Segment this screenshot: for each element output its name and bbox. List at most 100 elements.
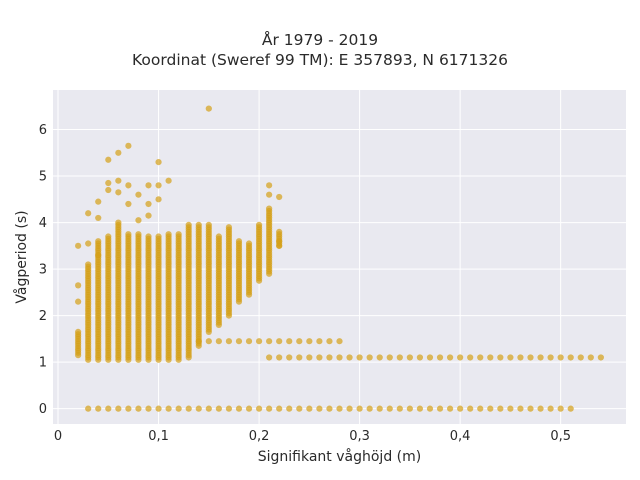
data-markers	[75, 105, 604, 412]
data-point	[376, 354, 383, 361]
data-point	[396, 354, 403, 361]
data-point	[225, 405, 233, 412]
data-point	[376, 405, 383, 412]
data-point	[517, 405, 524, 412]
data-point	[436, 405, 444, 412]
data-point	[175, 231, 182, 238]
data-point	[356, 405, 363, 412]
data-point	[266, 338, 273, 345]
data-point	[487, 405, 494, 412]
data-point	[346, 405, 353, 412]
data-point	[115, 219, 122, 226]
data-point	[155, 159, 162, 166]
data-point	[115, 405, 122, 412]
data-point	[416, 354, 424, 361]
data-point	[517, 354, 524, 361]
data-point	[296, 338, 303, 345]
data-point	[125, 182, 132, 189]
x-tick-label: 0,5	[550, 429, 571, 444]
data-point	[326, 354, 333, 361]
data-point	[155, 233, 162, 240]
y-tick-label: 4	[39, 216, 47, 231]
y-tick-label: 1	[39, 356, 47, 371]
data-point	[75, 242, 82, 249]
data-point	[386, 354, 393, 361]
data-point	[557, 354, 564, 361]
x-tick-label: 0,4	[450, 429, 471, 444]
data-point	[235, 405, 243, 412]
data-point	[406, 354, 413, 361]
data-point	[567, 354, 574, 361]
data-point	[205, 221, 212, 229]
data-point	[205, 105, 212, 112]
data-point	[346, 354, 353, 361]
x-tick-label: 0,3	[349, 429, 370, 444]
data-point	[125, 142, 132, 149]
data-point	[135, 217, 142, 224]
data-point	[125, 231, 132, 238]
data-point	[537, 354, 544, 361]
chart-title-line-1: År 1979 - 2019	[261, 31, 379, 49]
data-point	[316, 338, 323, 345]
data-point	[276, 338, 283, 345]
data-point	[446, 354, 454, 361]
data-point	[175, 405, 182, 412]
data-point	[336, 405, 343, 412]
data-point	[296, 405, 303, 412]
data-point	[467, 405, 474, 412]
data-point	[276, 354, 283, 361]
data-point	[195, 221, 202, 229]
y-tick-label: 0	[39, 402, 47, 417]
data-point	[95, 214, 102, 222]
data-point	[165, 231, 172, 238]
x-axis-title: Signifikant våghöjd (m)	[258, 448, 421, 465]
data-point	[155, 405, 162, 412]
data-point	[115, 149, 122, 156]
data-point	[185, 221, 192, 229]
data-point	[406, 405, 413, 412]
chart-title-line-2: Koordinat (Sweref 99 TM): E 357893, N 61…	[132, 51, 508, 69]
data-point	[286, 405, 293, 412]
y-axis-title: Vågperiod (s)	[13, 210, 30, 303]
data-point	[557, 405, 564, 412]
data-point	[306, 354, 313, 361]
data-point	[95, 405, 102, 412]
data-point	[286, 354, 293, 361]
y-tick-label: 5	[39, 170, 47, 185]
x-tick-label: 0,1	[148, 429, 169, 444]
data-point	[507, 405, 514, 412]
data-point	[296, 354, 303, 361]
data-point	[326, 338, 333, 345]
data-point	[336, 354, 343, 361]
data-point	[115, 177, 122, 184]
data-point	[85, 210, 92, 217]
data-point	[215, 405, 222, 412]
data-point	[75, 298, 82, 305]
data-point	[567, 405, 574, 412]
data-point	[577, 354, 584, 361]
data-point	[276, 405, 283, 412]
x-tick-label: 0	[54, 429, 62, 444]
data-point	[135, 191, 142, 198]
data-point	[205, 338, 212, 345]
data-point	[316, 354, 323, 361]
data-point	[547, 354, 554, 361]
data-point	[276, 242, 283, 249]
data-point	[125, 405, 132, 412]
data-point	[215, 338, 222, 345]
y-tick-labels: 0 1 2 3 4 5 6	[39, 123, 47, 417]
y-tick-label: 2	[39, 309, 47, 324]
data-point	[165, 405, 172, 412]
data-point	[245, 405, 253, 412]
data-point	[436, 354, 444, 361]
data-point	[145, 212, 152, 219]
data-point	[366, 354, 373, 361]
x-tick-labels: 0 0,1 0,2 0,3 0,4 0,5	[54, 429, 571, 444]
data-point	[527, 405, 534, 412]
data-point	[255, 405, 263, 412]
data-point	[467, 354, 474, 361]
data-point	[75, 328, 82, 335]
data-point	[245, 338, 253, 345]
